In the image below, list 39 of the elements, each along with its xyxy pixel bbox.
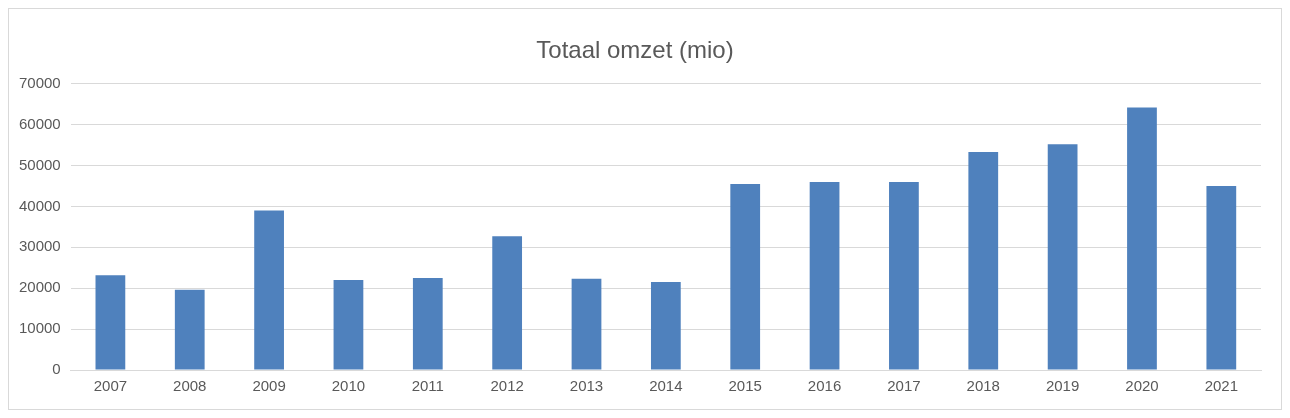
x-tick-label: 2020 — [1125, 377, 1159, 395]
y-tick-label: 40000 — [18, 196, 61, 214]
x-tick-label: 2007 — [93, 377, 128, 395]
x-tick-label: 2016 — [807, 377, 842, 395]
chart-title: Totaal omzet (mio) — [536, 36, 734, 64]
bar — [730, 183, 761, 370]
bar — [809, 181, 840, 370]
bar — [412, 278, 443, 370]
x-tick-label: 2017 — [887, 377, 921, 395]
x-tick-label: 2018 — [966, 377, 1000, 395]
x-tick-label: 2013 — [569, 377, 604, 395]
x-tick-label: 2014 — [649, 377, 683, 395]
y-tick-label: 60000 — [18, 114, 61, 132]
y-tick-label: 50000 — [18, 155, 61, 173]
y-tick-label: 70000 — [18, 73, 61, 91]
bar — [492, 236, 523, 370]
bar — [650, 282, 681, 370]
bar — [1206, 186, 1237, 370]
bar — [254, 210, 284, 370]
bar — [174, 289, 205, 370]
bar — [333, 280, 364, 370]
x-tick-label: 2015 — [728, 377, 762, 395]
y-tick-label: 20000 — [18, 278, 61, 296]
x-tick-label: 2010 — [331, 377, 366, 395]
y-tick-label: 0 — [52, 360, 61, 378]
x-tick-label: 2012 — [490, 377, 524, 395]
x-tick-label: 2009 — [252, 377, 286, 395]
x-tick-label: 2011 — [411, 377, 444, 395]
x-tick-label: 2021 — [1204, 377, 1239, 395]
bar — [1127, 107, 1157, 370]
y-tick-label: 30000 — [18, 237, 61, 255]
y-tick-label: 10000 — [18, 319, 61, 337]
bar — [95, 275, 126, 370]
bar — [571, 278, 602, 370]
bar — [968, 152, 999, 370]
x-tick-label: 2008 — [173, 377, 207, 395]
x-tick-label: 2019 — [1045, 377, 1080, 395]
bar — [889, 181, 919, 370]
bar — [1047, 144, 1078, 370]
